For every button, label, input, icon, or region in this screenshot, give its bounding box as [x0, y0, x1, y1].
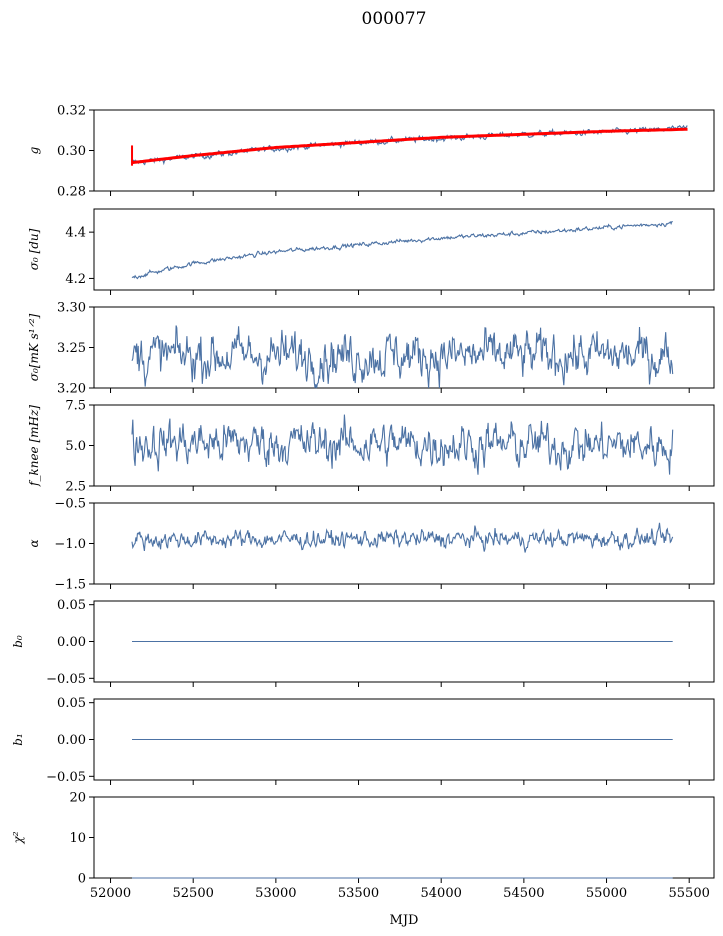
ytick-label-b1: 0.00	[57, 733, 86, 748]
ytick-label-b0: −0.05	[46, 672, 86, 687]
xtick-label: 55500	[669, 886, 710, 901]
xtick-label: 54500	[503, 886, 544, 901]
panel-b1: −0.05 0.00 0.05 b₁	[11, 696, 715, 785]
x-axis-label: MJD	[390, 913, 419, 928]
xtick-label: 53500	[338, 886, 379, 901]
y-axis-label-chi2: χ²	[11, 831, 25, 844]
ytick-label-chi2: 20	[69, 791, 86, 806]
model-line-g	[131, 127, 688, 165]
y-axis-label-b1: b₁	[11, 733, 25, 746]
series-line-sigma0_du	[131, 221, 673, 280]
y-axis-label-alpha: α	[27, 539, 41, 547]
xtick-label: 53000	[255, 886, 296, 901]
ytick-label-fknee: 7.5	[65, 399, 86, 414]
y-axis-label-g: g	[27, 146, 41, 154]
ytick-label-b0: 0.00	[57, 635, 86, 650]
axes-frame-sigma0_du	[93, 208, 715, 291]
ytick-label-g: 0.30	[57, 144, 86, 159]
figure-title: 000077	[362, 9, 427, 29]
ytick-label-b1: 0.05	[57, 696, 86, 711]
panel-alpha: −1.5 −1.0 −0.5 α	[27, 497, 715, 593]
ytick-label-fknee: 5.0	[65, 439, 86, 454]
y-axis-label-fknee: f_knee [mHz]	[27, 405, 41, 487]
panel-fknee: 2.5 5.0 7.5 f_knee [mHz]	[27, 399, 715, 495]
xtick-label: 52000	[90, 886, 131, 901]
series-line-alpha	[131, 522, 674, 553]
ytick-label-alpha: −1.5	[54, 578, 86, 593]
ytick-label-fknee: 2.5	[65, 480, 86, 495]
panels-group: 0.28 0.30 0.32 g 4.2 4.4 σ₀ [du] 3.20 3.25 3.30 σ₀…	[11, 104, 715, 901]
panel-sigma0_mk: 3.20 3.25 3.30 σ₀[mK s¹ᐟ²]	[27, 301, 715, 397]
panel-g: 0.28 0.30 0.32 g	[27, 104, 715, 200]
ytick-label-alpha: −0.5	[54, 497, 86, 512]
ytick-label-sigma0_mk: 3.25	[57, 341, 86, 356]
ytick-label-b0: 0.05	[57, 598, 86, 613]
xtick-label: 55000	[586, 886, 627, 901]
series-line-sigma0_mk	[131, 325, 674, 389]
ytick-label-sigma0_mk: 3.20	[57, 382, 86, 397]
ytick-label-b1: −0.05	[46, 770, 86, 785]
ytick-label-sigma0_mk: 3.30	[57, 301, 86, 316]
ytick-label-sigma0_du: 4.4	[65, 226, 86, 241]
panel-chi2: 0 10 20 χ² 52000 52500 53000 53500 54000 54500 550…	[11, 791, 715, 901]
ytick-label-sigma0_du: 4.2	[65, 272, 86, 287]
panel-b0: −0.05 0.00 0.05 b₀	[11, 598, 715, 687]
ytick-label-chi2: 10	[69, 831, 86, 846]
xtick-label: 54000	[421, 886, 462, 901]
panel-sigma0_du: 4.2 4.4 σ₀ [du]	[27, 208, 715, 295]
y-axis-label-sigma0_mk: σ₀[mK s¹ᐟ²]	[27, 313, 41, 381]
ytick-label-alpha: −1.0	[54, 537, 86, 552]
ytick-label-g: 0.32	[57, 104, 86, 119]
ytick-label-chi2: 0	[78, 872, 86, 887]
y-axis-label-sigma0_du: σ₀ [du]	[27, 228, 41, 270]
xtick-label: 52500	[173, 886, 214, 901]
ytick-label-g: 0.28	[57, 185, 86, 200]
y-axis-label-b0: b₀	[11, 635, 25, 648]
series-line-fknee	[131, 414, 674, 475]
